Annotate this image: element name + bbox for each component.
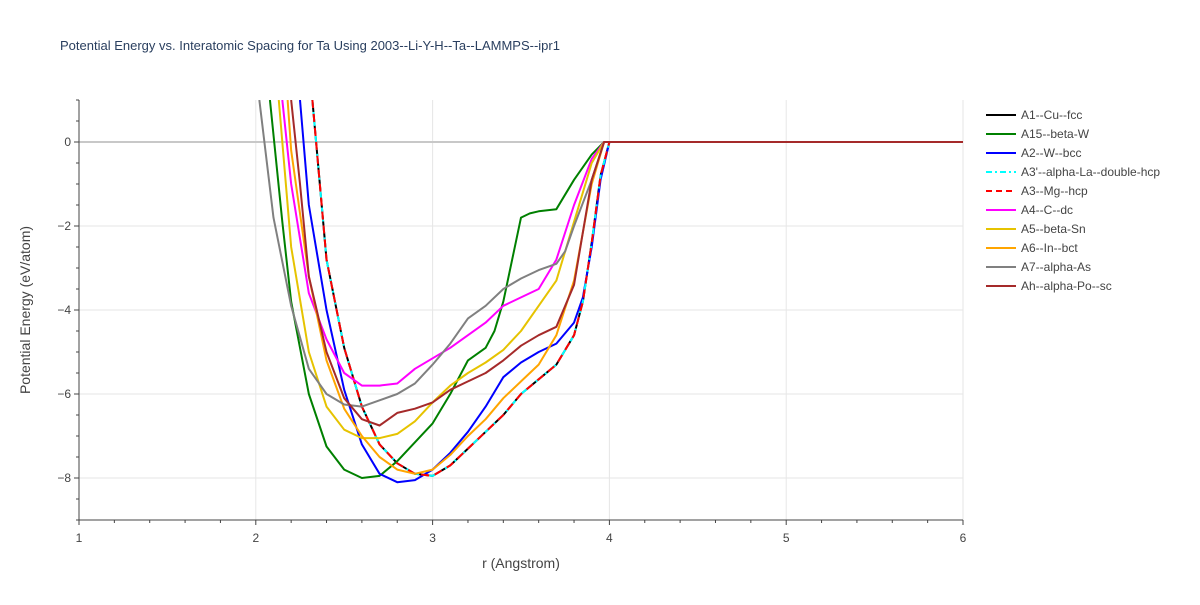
y-tick-label: −2 [57,219,71,233]
series-line-1 [268,100,963,479]
legend-label: A15--beta-W [1021,127,1090,141]
legend-item[interactable]: A2--W--bcc [986,146,1081,160]
x-tick-label: 4 [606,531,613,545]
series-line-4 [311,100,963,477]
legend-label: Ah--alpha-Po--sc [1021,279,1112,293]
x-tick-label: 5 [783,531,790,545]
legend-label: A6--In--bct [1021,241,1078,255]
grid [79,100,964,520]
y-tick-label: 0 [64,135,71,149]
legend-label: A4--C--dc [1021,203,1073,217]
x-tick-label: 6 [960,531,967,545]
legend-label: A7--alpha-As [1021,260,1091,274]
y-tick-label: −4 [57,303,71,317]
legend-label: A3--Mg--hcp [1021,184,1088,198]
legend-item[interactable]: A4--C--dc [986,203,1073,217]
legend-item[interactable]: A5--beta-Sn [986,222,1086,236]
axes: 1 2 3 4 5 6 0 −2 −4 −6 −8 [57,99,967,545]
series-lines [258,100,963,484]
legend-label: A3'--alpha-La--double-hcp [1021,165,1160,179]
legend-item[interactable]: A3'--alpha-La--double-hcp [986,165,1160,179]
legend-item[interactable]: A6--In--bct [986,241,1078,255]
series-line-9 [290,100,963,427]
series-line-3 [311,100,963,477]
series-line-8 [258,100,963,408]
legend-label: A2--W--bcc [1021,146,1081,160]
x-axis-title: r (Angstrom) [482,555,560,571]
y-axis-title: Potential Energy (eV/atom) [17,226,33,394]
legend-item[interactable]: A1--Cu--fcc [986,108,1082,122]
legend-item[interactable]: A3--Mg--hcp [986,184,1088,198]
legend[interactable]: A1--Cu--fcc A15--beta-W A2--W--bcc A3'--alp… [986,108,1160,293]
legend-item[interactable]: Ah--alpha-Po--sc [986,279,1112,293]
y-tick-label: −6 [57,387,71,401]
series-line-6 [277,100,963,440]
x-tick-label: 1 [76,531,83,545]
y-tick-label: −8 [57,471,71,485]
legend-label: A5--beta-Sn [1021,222,1086,236]
chart-title: Potential Energy vs. Interatomic Spacing… [60,38,560,53]
legend-label: A1--Cu--fcc [1021,108,1082,122]
x-tick-label: 2 [252,531,259,545]
legend-item[interactable]: A7--alpha-As [986,260,1091,274]
series-line-2 [299,100,963,484]
series-line-0 [311,100,963,477]
legend-item[interactable]: A15--beta-W [986,127,1090,141]
x-tick-label: 3 [429,531,436,545]
